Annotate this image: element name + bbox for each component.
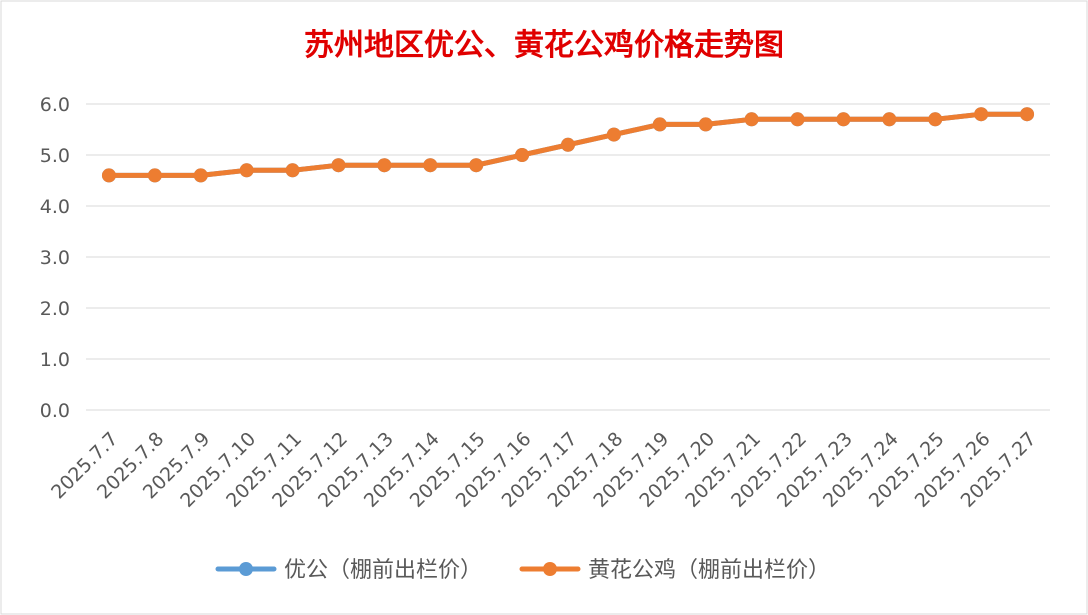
data-point <box>744 112 759 127</box>
data-point <box>239 163 254 178</box>
data-point <box>652 117 667 132</box>
data-point <box>377 158 392 173</box>
data-point <box>974 107 989 122</box>
data-point <box>561 137 575 152</box>
legend-item: 优公（棚前出栏价） <box>215 558 482 583</box>
y-tick-label: 2.0 <box>40 298 70 320</box>
series-1 <box>101 107 1035 183</box>
y-tick-label: 5.0 <box>40 145 70 167</box>
y-tick-label: 4.0 <box>40 196 70 218</box>
data-point <box>469 158 484 173</box>
legend-marker <box>543 562 557 576</box>
data-point <box>331 158 346 173</box>
data-point <box>147 168 162 183</box>
data-point <box>882 112 897 127</box>
y-tick-label: 0.0 <box>40 400 70 422</box>
data-point <box>423 158 438 173</box>
legend: 优公（棚前出栏价） 黄花公鸡（棚前出栏价） <box>215 558 830 583</box>
data-point <box>1020 107 1035 122</box>
y-tick-label: 6.0 <box>40 94 70 116</box>
legend-label: 优公（棚前出栏价） <box>284 558 482 583</box>
legend-item: 黄花公鸡（棚前出栏价） <box>519 558 830 583</box>
data-point <box>193 168 208 183</box>
data-point <box>928 112 943 127</box>
legend-label: 黄花公鸡（棚前出栏价） <box>588 558 830 583</box>
gridlines <box>86 103 1050 411</box>
data-point <box>836 112 851 127</box>
chart-title: 苏州地区优公、黄花公鸡价格走势图 <box>304 28 784 63</box>
series-lines <box>101 107 1035 183</box>
data-point <box>285 163 300 178</box>
data-point <box>515 148 530 162</box>
y-tick-label: 3.0 <box>40 247 70 269</box>
legend-marker <box>239 562 253 576</box>
y-axis-ticks: 0.0 1.0 2.0 3.0 4.0 5.0 6.0 <box>40 94 70 422</box>
data-point <box>606 127 621 142</box>
y-tick-label: 1.0 <box>40 349 70 371</box>
data-point <box>790 112 805 127</box>
data-point <box>698 117 713 132</box>
data-point <box>101 168 116 183</box>
